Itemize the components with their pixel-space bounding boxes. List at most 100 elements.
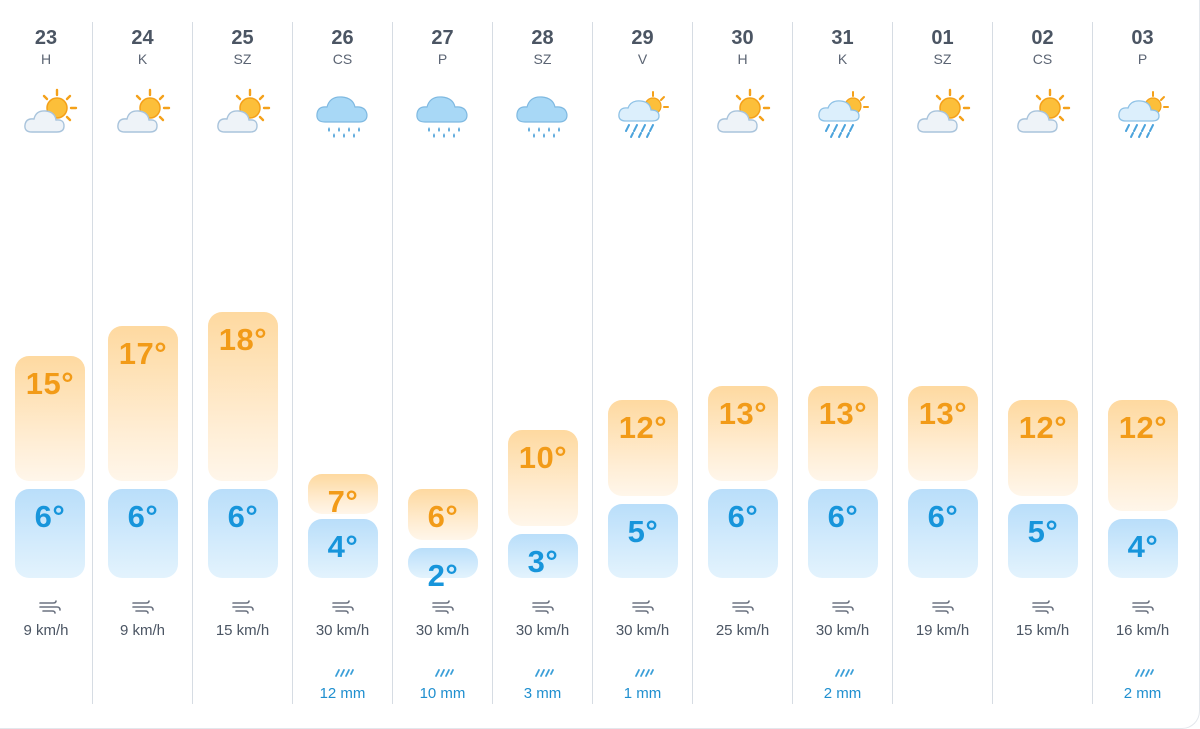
day-of-week: P [437, 51, 448, 67]
wind-icon [732, 600, 754, 614]
day-column[interactable]: 24 K 17° 6° 9 km/h [92, 22, 192, 704]
day-column[interactable]: 26 CS 7° 4° 30 km/h [292, 22, 392, 704]
wind-icon [1032, 600, 1054, 614]
max-temp: 12° [1118, 410, 1168, 446]
wind-speed: 16 km/h [1115, 622, 1170, 639]
max-temp: 13° [818, 395, 868, 431]
precipitation: 1 mm [623, 685, 662, 702]
wind-icon [832, 600, 854, 614]
rain-icon [832, 666, 854, 678]
max-temp: 12° [618, 410, 668, 446]
wind-speed: 19 km/h [915, 622, 970, 639]
day-column[interactable]: 03 P 12° 4° [1092, 22, 1192, 704]
max-temp: 13° [718, 395, 768, 431]
day-date: 29 [631, 27, 654, 49]
wind-speed: 9 km/h [23, 622, 69, 639]
day-column[interactable]: 23 H 15° 6° 9 km/h [0, 22, 92, 704]
min-temp-bar: 2° [408, 548, 478, 593]
day-date: 28 [531, 27, 554, 49]
max-temp-bar: 15° [15, 356, 85, 482]
min-temp-bar: 6° [908, 489, 978, 578]
min-temp: 5° [627, 514, 659, 549]
day-date: 23 [34, 27, 58, 49]
min-temp-bar: 5° [608, 504, 678, 578]
wind-icon [132, 600, 154, 614]
max-temp-bar: 13° [908, 385, 978, 482]
wind-icon [432, 600, 454, 614]
max-temp: 12° [1018, 410, 1068, 446]
max-temp: 17° [118, 336, 168, 372]
day-column[interactable]: 28 SZ 10° 3° 30 km/h [492, 22, 592, 704]
day-column[interactable]: 29 V 12° 5° [592, 22, 692, 704]
max-temp: 6° [427, 499, 459, 535]
day-date: 02 [1031, 27, 1054, 49]
min-temp-bar: 6° [208, 489, 278, 578]
max-temp-bar: 6° [408, 489, 478, 541]
day-of-week: SZ [933, 51, 952, 67]
day-column[interactable]: 02 CS 12° 5° 15 km/h [992, 22, 1092, 704]
day-of-week: K [837, 51, 848, 67]
wind-speed: 9 km/h [119, 622, 165, 639]
day-date: 27 [431, 27, 454, 49]
rain-icon [432, 666, 454, 678]
precipitation: 3 mm [523, 685, 562, 702]
partly-cloudy-sun-icon [915, 88, 971, 140]
max-temp-bar: 18° [208, 311, 278, 482]
min-temp-bar: 6° [708, 489, 778, 578]
day-date: 03 [1131, 27, 1154, 49]
day-column[interactable]: 27 P 6° 2° 30 km/h [392, 22, 492, 704]
min-temp: 6° [34, 499, 66, 535]
min-temp: 6° [227, 499, 259, 535]
wind-icon [332, 600, 354, 614]
partly-cloudy-sun-icon [1015, 88, 1071, 140]
day-of-week: CS [332, 51, 353, 67]
min-temp-bar: 4° [308, 518, 378, 578]
min-temp-bar: 6° [108, 489, 178, 578]
wind-speed: 30 km/h [415, 622, 470, 639]
rain-cloud-icon [315, 88, 371, 140]
min-temp: 3° [527, 543, 559, 579]
max-temp-bar: 12° [1108, 400, 1178, 511]
min-temp-bar: 6° [808, 489, 878, 578]
day-column[interactable]: 30 H 13° 6° 25 km/h [692, 22, 792, 704]
min-temp: 5° [1027, 514, 1059, 549]
partly-cloudy-sun-icon [22, 88, 78, 140]
day-date: 31 [831, 27, 854, 49]
wind-icon [632, 600, 654, 614]
day-column[interactable]: 31 K 13° 6° [792, 22, 892, 704]
max-temp-bar: 13° [708, 385, 778, 482]
max-temp-bar: 12° [1008, 400, 1078, 496]
wind-speed: 15 km/h [1015, 622, 1070, 639]
day-date: 30 [731, 27, 754, 49]
max-temp: 13° [918, 395, 968, 431]
wind-speed: 30 km/h [615, 622, 670, 639]
rain-cloud-icon [515, 88, 571, 140]
min-temp-bar: 6° [15, 489, 85, 578]
max-temp-bar: 13° [808, 385, 878, 482]
max-temp: 7° [327, 484, 359, 520]
wind-icon [39, 600, 61, 614]
day-column[interactable]: 01 SZ 13° 6° 19 km/h [892, 22, 992, 704]
precipitation: 2 mm [823, 685, 862, 702]
min-temp-bar: 3° [508, 533, 578, 579]
wind-speed: 30 km/h [515, 622, 570, 639]
max-temp-bar: 17° [108, 326, 178, 482]
day-of-week: K [137, 51, 148, 67]
day-date: 24 [131, 27, 154, 49]
day-of-week: P [1137, 51, 1148, 67]
sun-rain-shower-icon [615, 88, 671, 140]
partly-cloudy-sun-icon [715, 88, 771, 140]
max-temp-bar: 12° [608, 400, 678, 496]
wind-icon [532, 600, 554, 614]
precipitation: 10 mm [419, 685, 466, 702]
min-temp: 2° [427, 558, 459, 594]
wind-icon [232, 600, 254, 614]
max-temp: 10° [518, 440, 568, 475]
max-temp-bar: 10° [508, 430, 578, 526]
day-of-week: SZ [233, 51, 252, 67]
day-column[interactable]: 25 SZ 18° 6° 15 km/h [192, 22, 292, 704]
min-temp: 4° [1127, 528, 1159, 564]
min-temp: 6° [127, 499, 159, 535]
day-date: 25 [231, 27, 254, 49]
day-date: 01 [931, 27, 954, 49]
